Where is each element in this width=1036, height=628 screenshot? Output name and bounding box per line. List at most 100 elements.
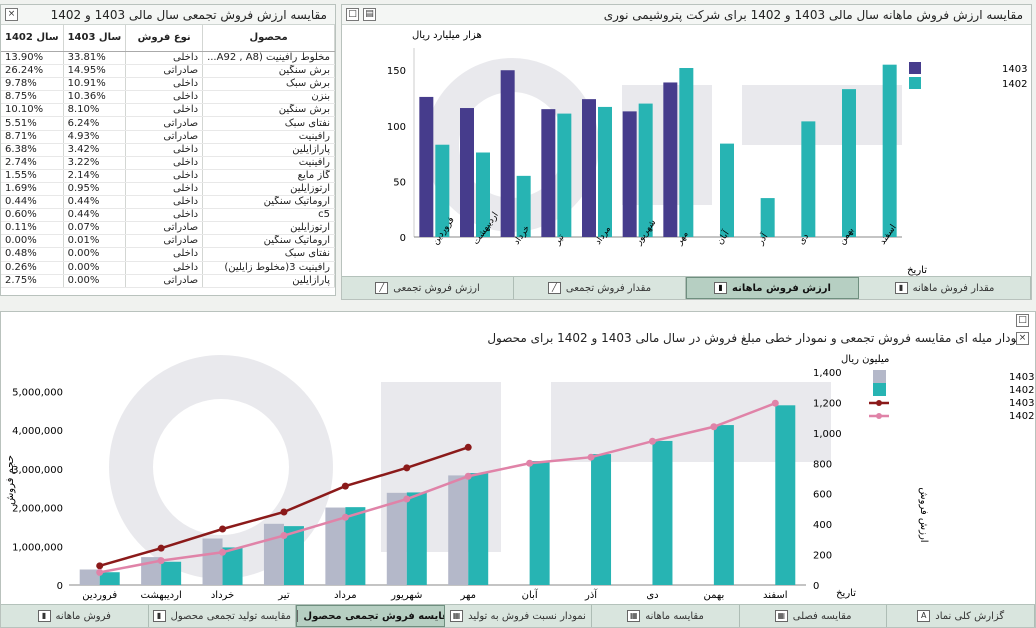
tab-1[interactable]: ارزش فروش ماهانه ▮: [686, 277, 859, 299]
y-axis-label: هزار میلیارد ریال: [412, 30, 482, 41]
bar-1402: [557, 113, 572, 237]
bar-1402: [720, 143, 734, 237]
table-row[interactable]: 2.75% 0.00% صادراتی پارازایلین: [1, 274, 335, 288]
col-header-1403[interactable]: سال 1403: [63, 25, 127, 52]
cell-1403: 0.00%: [63, 274, 127, 288]
monthly-chart-title: مقایسه ارزش فروش ماهانه سال مالی 1403 و …: [342, 5, 1031, 25]
bar-1402: [801, 121, 816, 237]
bar-1403: [500, 70, 515, 237]
y-tick-label: 150: [387, 66, 406, 77]
expand-icon[interactable]: □: [1016, 314, 1029, 327]
legend-swatch: [873, 383, 886, 396]
line-point-1402: [157, 557, 165, 565]
y-tick-label: 50: [393, 177, 406, 188]
tab-0[interactable]: گزارش کلی نماد A: [887, 605, 1035, 627]
table-panel-tools: ×: [5, 8, 18, 21]
tab-3[interactable]: ارزش فروش تجمعی ╱: [342, 277, 514, 299]
bar-cumulative-1402: [591, 454, 612, 585]
cell-sale-type: داخلی: [125, 143, 204, 157]
y-tick-label: 3,000,000: [12, 465, 63, 476]
table-row[interactable]: 1.69% 0.95% داخلی ارتوزایلین: [1, 182, 335, 197]
legend-label: حجم فروش تجمعی 1402: [1009, 385, 1035, 396]
line-point-1402: [587, 453, 595, 461]
y-tick-label: 5,000,000: [12, 387, 63, 398]
bar-cumulative-1403: [448, 475, 469, 585]
line-point-1403: [157, 544, 165, 552]
tab-5[interactable]: مقایسه تولید تجمعی محصول ▮: [148, 605, 297, 627]
cell-1402: 6.38%: [1, 143, 64, 157]
tab-label: ارزش فروش تجمعی: [393, 282, 480, 294]
table-row[interactable]: 0.44% 0.44% داخلی آروماتیک سنگین: [1, 195, 335, 210]
cumulative-sales-chart: 0 1,000,000 2,000,000 3,000,000 4,000,000 5,0…: [5, 354, 1035, 601]
tab-3[interactable]: نمودار نسبت فروش به تولید ▦: [444, 605, 593, 627]
line-point-1402: [280, 532, 288, 540]
legend-label: سال مالی 1402: [1002, 79, 1031, 90]
y-tick-label: 1,000,000: [12, 542, 63, 553]
bar-1402: [679, 68, 694, 237]
table-body: 13.90% 33.81% داخلی مخلوط رافینیت (A92 , A8…: [1, 51, 335, 288]
sales-share-table: سال 1402 سال 1403 نوع فروش محصول 13.90% 3…: [1, 25, 335, 288]
bar-1402: [638, 103, 653, 238]
col-header-sale-type[interactable]: نوع فروش: [125, 25, 204, 52]
table-scroll[interactable]: سال 1402 سال 1403 نوع فروش محصول 13.90% 3…: [1, 25, 335, 295]
print-icon[interactable]: ▤: [363, 8, 376, 21]
tab-label: گزارش کلی نماد: [935, 610, 1005, 622]
line-chart-icon: ╱: [375, 282, 389, 294]
x-tick-label: بهمن: [703, 590, 724, 601]
cell-1402: 0.26%: [1, 261, 64, 275]
col-header-product[interactable]: محصول: [202, 25, 335, 52]
table-row[interactable]: 8.71% 4.93% صادراتی رافینیت: [1, 130, 335, 144]
bar-1402: [760, 198, 775, 237]
y2-tick-label: 1,200: [813, 398, 842, 409]
col-header-1402[interactable]: سال 1402: [1, 25, 64, 52]
cell-product: آروماتیک سنگین: [202, 195, 335, 210]
line-point-1402: [771, 399, 779, 407]
bar-chart-icon: ▮: [894, 282, 908, 294]
tab-4[interactable]: مقایسه فروش تجمعی محصول ▮: [296, 605, 445, 627]
table-row[interactable]: 5.51% 6.24% صادراتی نفتای سبک: [1, 116, 335, 131]
cell-product: ارتوزایلین: [202, 221, 335, 236]
cell-sale-type: داخلی: [125, 103, 204, 118]
tab-2[interactable]: مقایسه ماهانه ▦: [592, 605, 740, 627]
close-icon[interactable]: ×: [5, 8, 18, 21]
cell-1403: 6.24%: [63, 116, 127, 131]
tab-0[interactable]: مقدار فروش ماهانه ▮: [859, 277, 1031, 299]
expand-icon[interactable]: □: [346, 8, 359, 21]
table-row[interactable]: 0.11% 0.07% صادراتی ارتوزایلین: [1, 221, 335, 236]
legend-swatch: [873, 370, 886, 383]
table-row[interactable]: 0.48% 0.00% داخلی نفتای سبک: [1, 247, 335, 262]
table-row[interactable]: 0.26% 0.00% داخلی رافینیت 3(مخلوط زایلین): [1, 261, 335, 275]
table-row[interactable]: 0.00% 0.01% صادراتی آروماتیک سنگین: [1, 234, 335, 249]
table-row[interactable]: 26.24% 14.95% صادراتی برش سنگین: [1, 64, 335, 79]
table-row[interactable]: 13.90% 33.81% داخلی مخلوط رافینیت (A92 , A8…: [1, 51, 335, 66]
table-row[interactable]: 8.75% 10.36% داخلی بنزن: [1, 90, 335, 105]
table-panel: مقایسه ارزش فروش تجمعی سال مالی 1403 و 1…: [0, 4, 336, 296]
cell-sale-type: صادراتی: [125, 64, 204, 79]
table-row[interactable]: 0.60% 0.44% داخلی c5: [1, 208, 335, 223]
bar-cumulative-1402: [652, 440, 673, 585]
bar-1402: [598, 106, 612, 238]
cell-1403: 8.10%: [63, 103, 127, 118]
x-tick-label: اردیبهشت: [141, 590, 182, 601]
table-row[interactable]: 9.78% 10.91% داخلی برش سبک: [1, 77, 335, 92]
line-point-1402: [526, 459, 534, 467]
bar-1403: [582, 99, 596, 237]
table-row[interactable]: 10.10% 8.10% داخلی برش سنگین: [1, 103, 335, 118]
tab-1[interactable]: مقایسه فصلی ▦: [739, 605, 888, 627]
tab-6[interactable]: فروش ماهانه ▮: [1, 605, 149, 627]
y-tick-label: 100: [387, 122, 406, 133]
cell-1402: 8.75%: [1, 90, 64, 105]
cell-product: آروماتیک سنگین: [202, 234, 335, 249]
close-icon[interactable]: ×: [1016, 332, 1029, 345]
cell-product: مخلوط رافینیت (A92 , A8...: [202, 51, 335, 66]
tab-label: ارزش فروش ماهانه: [732, 282, 831, 294]
table-row[interactable]: 6.38% 3.42% داخلی پارازایلین: [1, 143, 335, 157]
bar-cumulative-1402: [775, 405, 796, 585]
table-row[interactable]: 1.55% 2.14% داخلی گاز مایع: [1, 169, 335, 183]
cell-product: نفتای سبک: [202, 116, 335, 131]
cell-1403: 0.44%: [63, 208, 127, 223]
tab-2[interactable]: مقدار فروش تجمعی ╱: [514, 277, 686, 299]
table-row[interactable]: 2.74% 3.22% داخلی رافینیت: [1, 156, 335, 170]
cell-sale-type: صادراتی: [125, 116, 204, 131]
legend-swatch: [909, 62, 921, 74]
